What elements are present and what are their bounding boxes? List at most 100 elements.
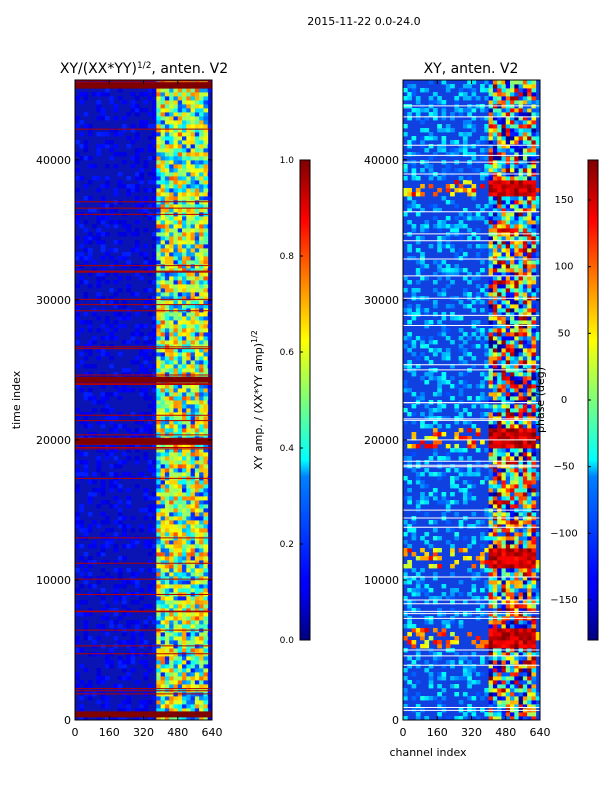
heatmap-cell — [194, 676, 200, 681]
heatmap-cell — [83, 452, 89, 457]
heatmap-cell — [186, 492, 191, 497]
heatmap-cell — [510, 520, 515, 525]
heatmap-cell — [109, 408, 114, 413]
heatmap-cell — [139, 208, 144, 213]
heatmap-cell — [177, 208, 183, 213]
heatmap-cell — [190, 172, 196, 177]
heatmap-cell — [467, 664, 472, 669]
heatmap-cell — [194, 384, 200, 389]
heatmap-cell — [147, 528, 153, 533]
heatmap-cell — [535, 560, 541, 565]
heatmap-cell — [407, 500, 412, 505]
heatmap-cell — [203, 648, 209, 653]
heatmap-cell — [510, 456, 515, 461]
heatmap-cell — [441, 416, 447, 421]
heatmap-cell — [450, 548, 455, 553]
heatmap-cell — [514, 672, 519, 677]
heatmap-cell — [437, 380, 442, 385]
heatmap-cell — [169, 288, 174, 293]
heatmap-cell — [514, 692, 519, 697]
heatmap-cell — [164, 196, 170, 201]
heatmap-cell — [492, 568, 498, 573]
heatmap-cell — [164, 596, 170, 601]
heatmap-cell — [497, 596, 502, 601]
heatmap-cell — [83, 348, 89, 353]
heatmap-cell — [199, 152, 204, 157]
heatmap-cell — [143, 260, 149, 265]
heatmap-cell — [190, 616, 196, 621]
heatmap-cell — [164, 224, 170, 229]
heatmap-cell — [160, 196, 166, 201]
heatmap-cell — [492, 376, 498, 381]
heatmap-cell — [207, 88, 213, 93]
heatmap-cell — [441, 312, 447, 317]
heatmap-cell — [177, 564, 183, 569]
heatmap-cell — [432, 536, 438, 541]
heatmap-cell — [505, 596, 511, 601]
heatmap-cell — [147, 332, 153, 337]
heatmap-cell — [203, 240, 209, 245]
heatmap-cell — [199, 384, 204, 389]
heatmap-cell — [173, 424, 179, 429]
heatmap-cell — [186, 696, 191, 701]
heatmap-cell — [510, 320, 515, 325]
right-panel-title: XY, anten. V2 — [424, 61, 519, 77]
heatmap-cell — [190, 512, 196, 517]
heatmap-cell — [143, 108, 149, 113]
heatmap-cell — [92, 520, 97, 525]
colorbar-tick-label: 1.0 — [280, 156, 295, 166]
heatmap-cell — [527, 428, 532, 433]
heatmap-cell — [203, 716, 209, 721]
heatmap-cell — [147, 172, 153, 177]
heatmap-cell — [497, 568, 502, 573]
heatmap-cell — [126, 456, 132, 461]
heatmap-cell — [173, 124, 179, 129]
saturated-row-band — [75, 711, 212, 718]
heatmap-cell — [462, 536, 468, 541]
heatmap-cell — [518, 448, 524, 453]
heatmap-cell — [199, 388, 204, 393]
heatmap-cell — [203, 412, 209, 417]
heatmap-cell — [510, 472, 515, 477]
heatmap-cell — [169, 192, 174, 197]
heatmap-cell — [194, 464, 200, 469]
heatmap-cell — [117, 96, 123, 101]
heatmap-cell — [117, 708, 123, 713]
heatmap-cell — [113, 448, 119, 453]
heatmap-cell — [467, 632, 472, 637]
heatmap-cell — [450, 316, 455, 321]
heatmap-cell — [194, 192, 200, 197]
heatmap-cell — [458, 356, 464, 361]
heatmap-cell — [156, 544, 162, 549]
heatmap-cell — [484, 336, 490, 341]
heatmap-cell — [407, 460, 412, 465]
heatmap-cell — [152, 496, 157, 501]
heatmap-cell — [518, 428, 524, 433]
heatmap-cell — [415, 584, 421, 589]
heatmap-cell — [160, 92, 166, 97]
heatmap-cell — [156, 228, 162, 233]
heatmap-cell — [467, 468, 472, 473]
heatmap-cell — [156, 496, 162, 501]
heatmap-cell — [186, 508, 191, 513]
heatmap-cell — [501, 380, 507, 385]
heatmap-cell — [190, 424, 196, 429]
heatmap-cell — [527, 504, 532, 509]
heatmap-cell — [518, 452, 524, 457]
heatmap-cell — [79, 360, 84, 365]
heatmap-cell — [497, 620, 502, 625]
heatmap-cell — [182, 236, 187, 241]
heatmap-cell — [169, 616, 174, 621]
heatmap-cell — [194, 296, 200, 301]
heatmap-cell — [450, 500, 455, 505]
heatmap-cell — [488, 628, 494, 633]
heatmap-cell — [177, 584, 183, 589]
heatmap-cell — [190, 264, 196, 269]
heatmap-cell — [190, 460, 196, 465]
heatmap-cell — [117, 464, 123, 469]
heatmap-cell — [113, 104, 119, 109]
heatmap-cell — [169, 332, 174, 337]
heatmap-cell — [113, 532, 119, 537]
heatmap-cell — [160, 112, 166, 117]
heatmap-cell — [147, 540, 153, 545]
